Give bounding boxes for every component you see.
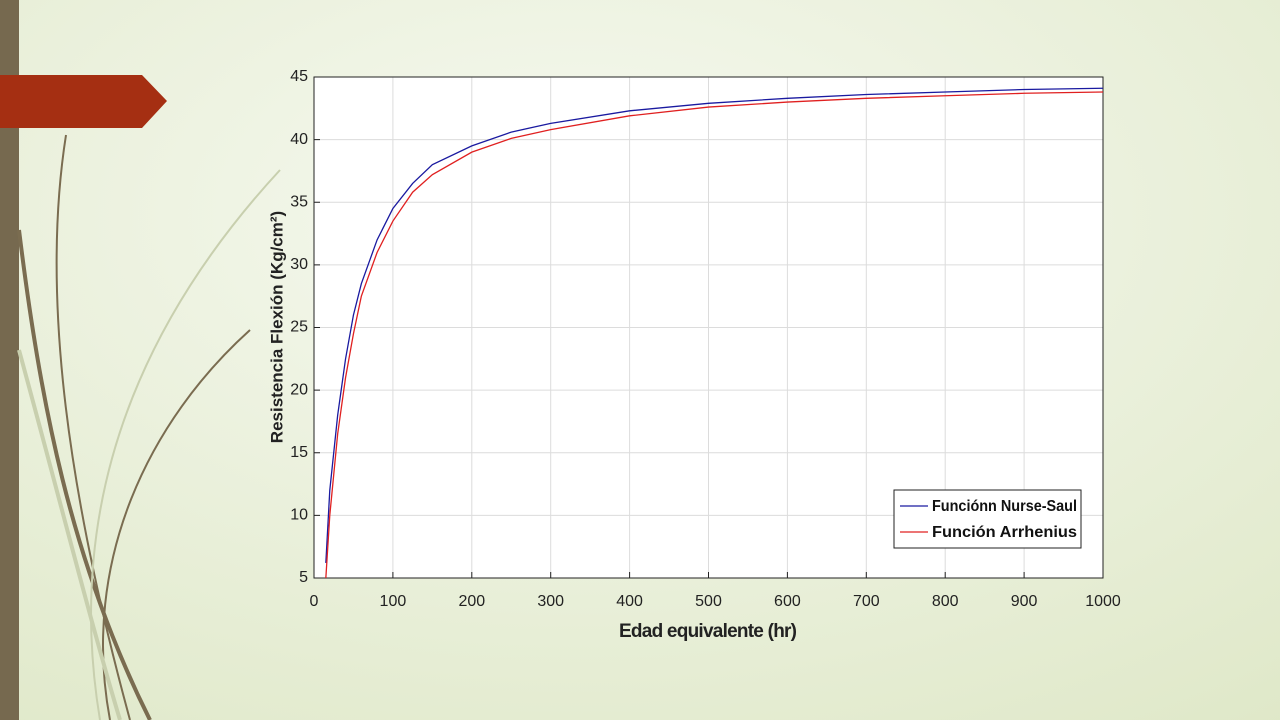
y-tick-label: 45: [290, 68, 308, 85]
x-tick-label: 500: [695, 593, 722, 610]
y-tick-label: 5: [299, 569, 308, 586]
y-tick-label: 40: [290, 131, 308, 148]
plot-frame: [313, 76, 1104, 579]
side-bar: [0, 0, 19, 720]
y-tick-label: 15: [290, 444, 308, 461]
y-tick-label: 30: [290, 256, 308, 273]
y-tick-label: 10: [290, 507, 308, 524]
x-tick-label: 100: [380, 593, 407, 610]
x-tick-label: 900: [1011, 593, 1038, 610]
title-marker: [0, 75, 167, 128]
x-tick-label: 600: [774, 593, 801, 610]
legend-label: Funciónn Nurse-Saul: [932, 498, 1077, 515]
y-tick-label: 35: [290, 193, 308, 210]
legend-box: [893, 489, 1082, 549]
x-tick-label: 1000: [1085, 593, 1121, 610]
y-tick-label: 20: [290, 381, 308, 398]
decor-curves: [17, 134, 281, 721]
x-tick-label: 200: [458, 593, 485, 610]
y-axis-label: Resistencia Flexión (Kg/cm²): [267, 211, 286, 443]
chart: 0 100 200 300 400 500 600 700 800 900 1000 5 10 15 20 2…: [290, 68, 1121, 610]
x-tick-label: 0: [310, 593, 319, 610]
series-line: [325, 87, 1104, 564]
x-axis-label: Edad equivalente (hr): [619, 621, 797, 642]
x-tick-label: 800: [932, 593, 959, 610]
legend-label: Función Arrhenius: [932, 524, 1077, 541]
x-tick-label: 300: [537, 593, 564, 610]
series-line: [325, 91, 1104, 579]
x-tick-label: 400: [616, 593, 643, 610]
x-tick-label: 700: [853, 593, 880, 610]
y-tick-label: 25: [290, 319, 308, 336]
